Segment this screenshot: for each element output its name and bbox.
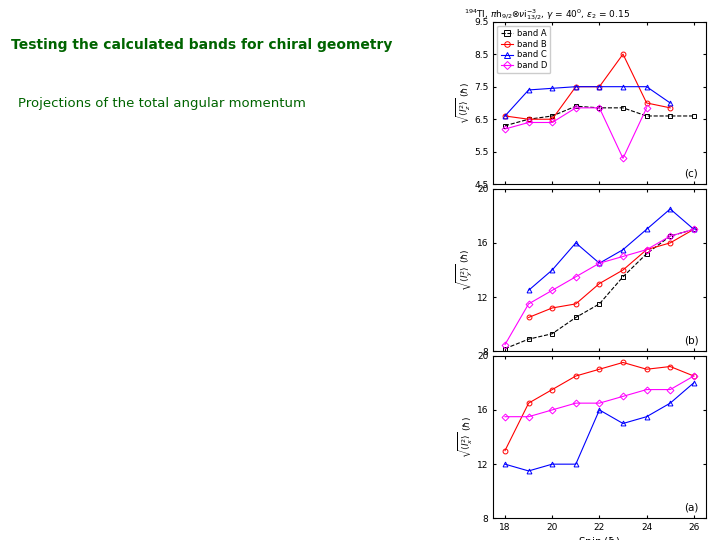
- Y-axis label: $\sqrt{\langle I_z^2\rangle}$ ($\hbar$): $\sqrt{\langle I_z^2\rangle}$ ($\hbar$): [454, 82, 472, 124]
- Y-axis label: $\sqrt{\langle I_x^2\rangle}$ ($\hbar$): $\sqrt{\langle I_x^2\rangle}$ ($\hbar$): [457, 416, 475, 458]
- Text: Projections of the total angular momentum: Projections of the total angular momentu…: [18, 97, 306, 110]
- Text: (a): (a): [684, 502, 698, 512]
- Text: Testing the calculated bands for chiral geometry: Testing the calculated bands for chiral …: [11, 38, 392, 52]
- Y-axis label: $\sqrt{\langle I_y^2\rangle}$ ($\hbar$): $\sqrt{\langle I_y^2\rangle}$ ($\hbar$): [455, 248, 475, 292]
- Text: $^{194}$Tl, $\pi$h$_{9/2}$$\otimes$$\nu$i$_{13/2}^{-3}$, $\gamma$ = 40$^{0}$, $\: $^{194}$Tl, $\pi$h$_{9/2}$$\otimes$$\nu$…: [464, 8, 630, 23]
- Legend: band A, band B, band C, band D: band A, band B, band C, band D: [498, 26, 550, 73]
- Text: (b): (b): [684, 335, 699, 345]
- Text: (c): (c): [684, 168, 698, 178]
- X-axis label: Spin ($\hbar$): Spin ($\hbar$): [578, 535, 621, 540]
